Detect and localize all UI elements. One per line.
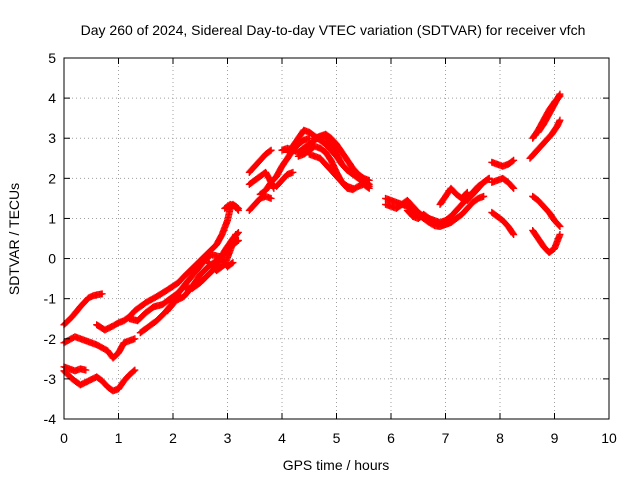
x-tick-label: 5 (333, 430, 341, 446)
data-point (556, 230, 564, 238)
series-track-y (463, 174, 493, 204)
data-point (555, 93, 563, 101)
data-point (349, 184, 357, 192)
x-tick-label: 3 (224, 430, 232, 446)
series-track-j (221, 200, 242, 214)
y-tick-label: 0 (48, 251, 56, 267)
data-point (463, 188, 471, 196)
data-point (267, 146, 275, 154)
data-point (480, 192, 488, 200)
x-tick-label: 1 (115, 430, 123, 446)
data-point (267, 194, 275, 202)
series-track-w (403, 206, 455, 228)
y-tick-label: 5 (48, 50, 56, 66)
y-tick-label: 4 (48, 90, 56, 106)
data-point (266, 147, 274, 155)
data-point (364, 180, 372, 188)
data-point (234, 206, 242, 214)
y-tick-label: 2 (48, 170, 56, 186)
data-point (484, 175, 492, 183)
data-point (556, 92, 564, 100)
y-tick-label: 1 (48, 210, 56, 226)
data-point (82, 366, 90, 374)
series-track-b (60, 333, 139, 362)
data-point (509, 183, 517, 191)
data-point (447, 218, 455, 226)
x-tick-label: 0 (60, 430, 68, 446)
data-point (556, 116, 564, 124)
series-track-i (204, 230, 240, 275)
data-point (228, 259, 236, 267)
series-track-x (436, 184, 471, 208)
data-point (509, 229, 517, 237)
series-track-z (488, 156, 518, 170)
series-track-a (60, 290, 106, 329)
x-axis-label: GPS time / hours (283, 457, 390, 473)
series-track-t (305, 150, 357, 192)
series-track-aa (488, 174, 518, 192)
x-tick-label: 4 (278, 430, 286, 446)
data-point (365, 180, 373, 188)
y-tick-label: -4 (44, 411, 57, 427)
data-point (510, 184, 518, 192)
data-point (289, 168, 297, 176)
data-point (555, 221, 563, 229)
data-point (556, 222, 564, 230)
x-tick-label: 8 (496, 430, 504, 446)
series-track-k (245, 146, 275, 176)
data-point (485, 174, 493, 182)
series-track-d (60, 366, 139, 395)
series-track-af (529, 192, 564, 230)
series-track-ae (529, 92, 564, 142)
y-tick-label: -1 (44, 291, 57, 307)
series-track-m (245, 192, 275, 214)
x-tick-label: 6 (387, 430, 395, 446)
series-track-ab (488, 208, 518, 238)
series-track-s (311, 130, 373, 188)
data-point (98, 290, 106, 298)
data-point (510, 230, 518, 238)
data-point (130, 367, 138, 375)
series-track-e (93, 200, 242, 334)
series-track-ac (526, 116, 564, 162)
data-point (510, 156, 518, 164)
x-tick-label: 9 (551, 430, 559, 446)
x-tick-label: 2 (169, 430, 177, 446)
y-tick-label: 3 (48, 130, 56, 146)
x-tick-label: 10 (601, 430, 617, 446)
y-axis-label: SDTVAR / TECUs (6, 183, 22, 295)
y-tick-label: -3 (44, 371, 57, 387)
series-track-n (256, 134, 313, 198)
series-track-o (273, 168, 297, 190)
data-point (509, 157, 517, 165)
x-tick-label: 7 (442, 430, 450, 446)
data-point (462, 189, 470, 197)
data-point (131, 366, 139, 374)
y-tick-label: -2 (44, 331, 57, 347)
series-track-ag (529, 226, 564, 257)
chart-title: Day 260 of 2024, Sidereal Day-to-day VTE… (81, 22, 586, 38)
data-point (131, 335, 139, 343)
data-point (229, 259, 237, 267)
axis-ticks: 0 1 2 3 4 5 6 7 8 9 10 -4 -3 -2 -1 0 1 2 3 4 5 (44, 50, 617, 446)
data-marks (60, 90, 564, 395)
data-point (232, 230, 240, 238)
